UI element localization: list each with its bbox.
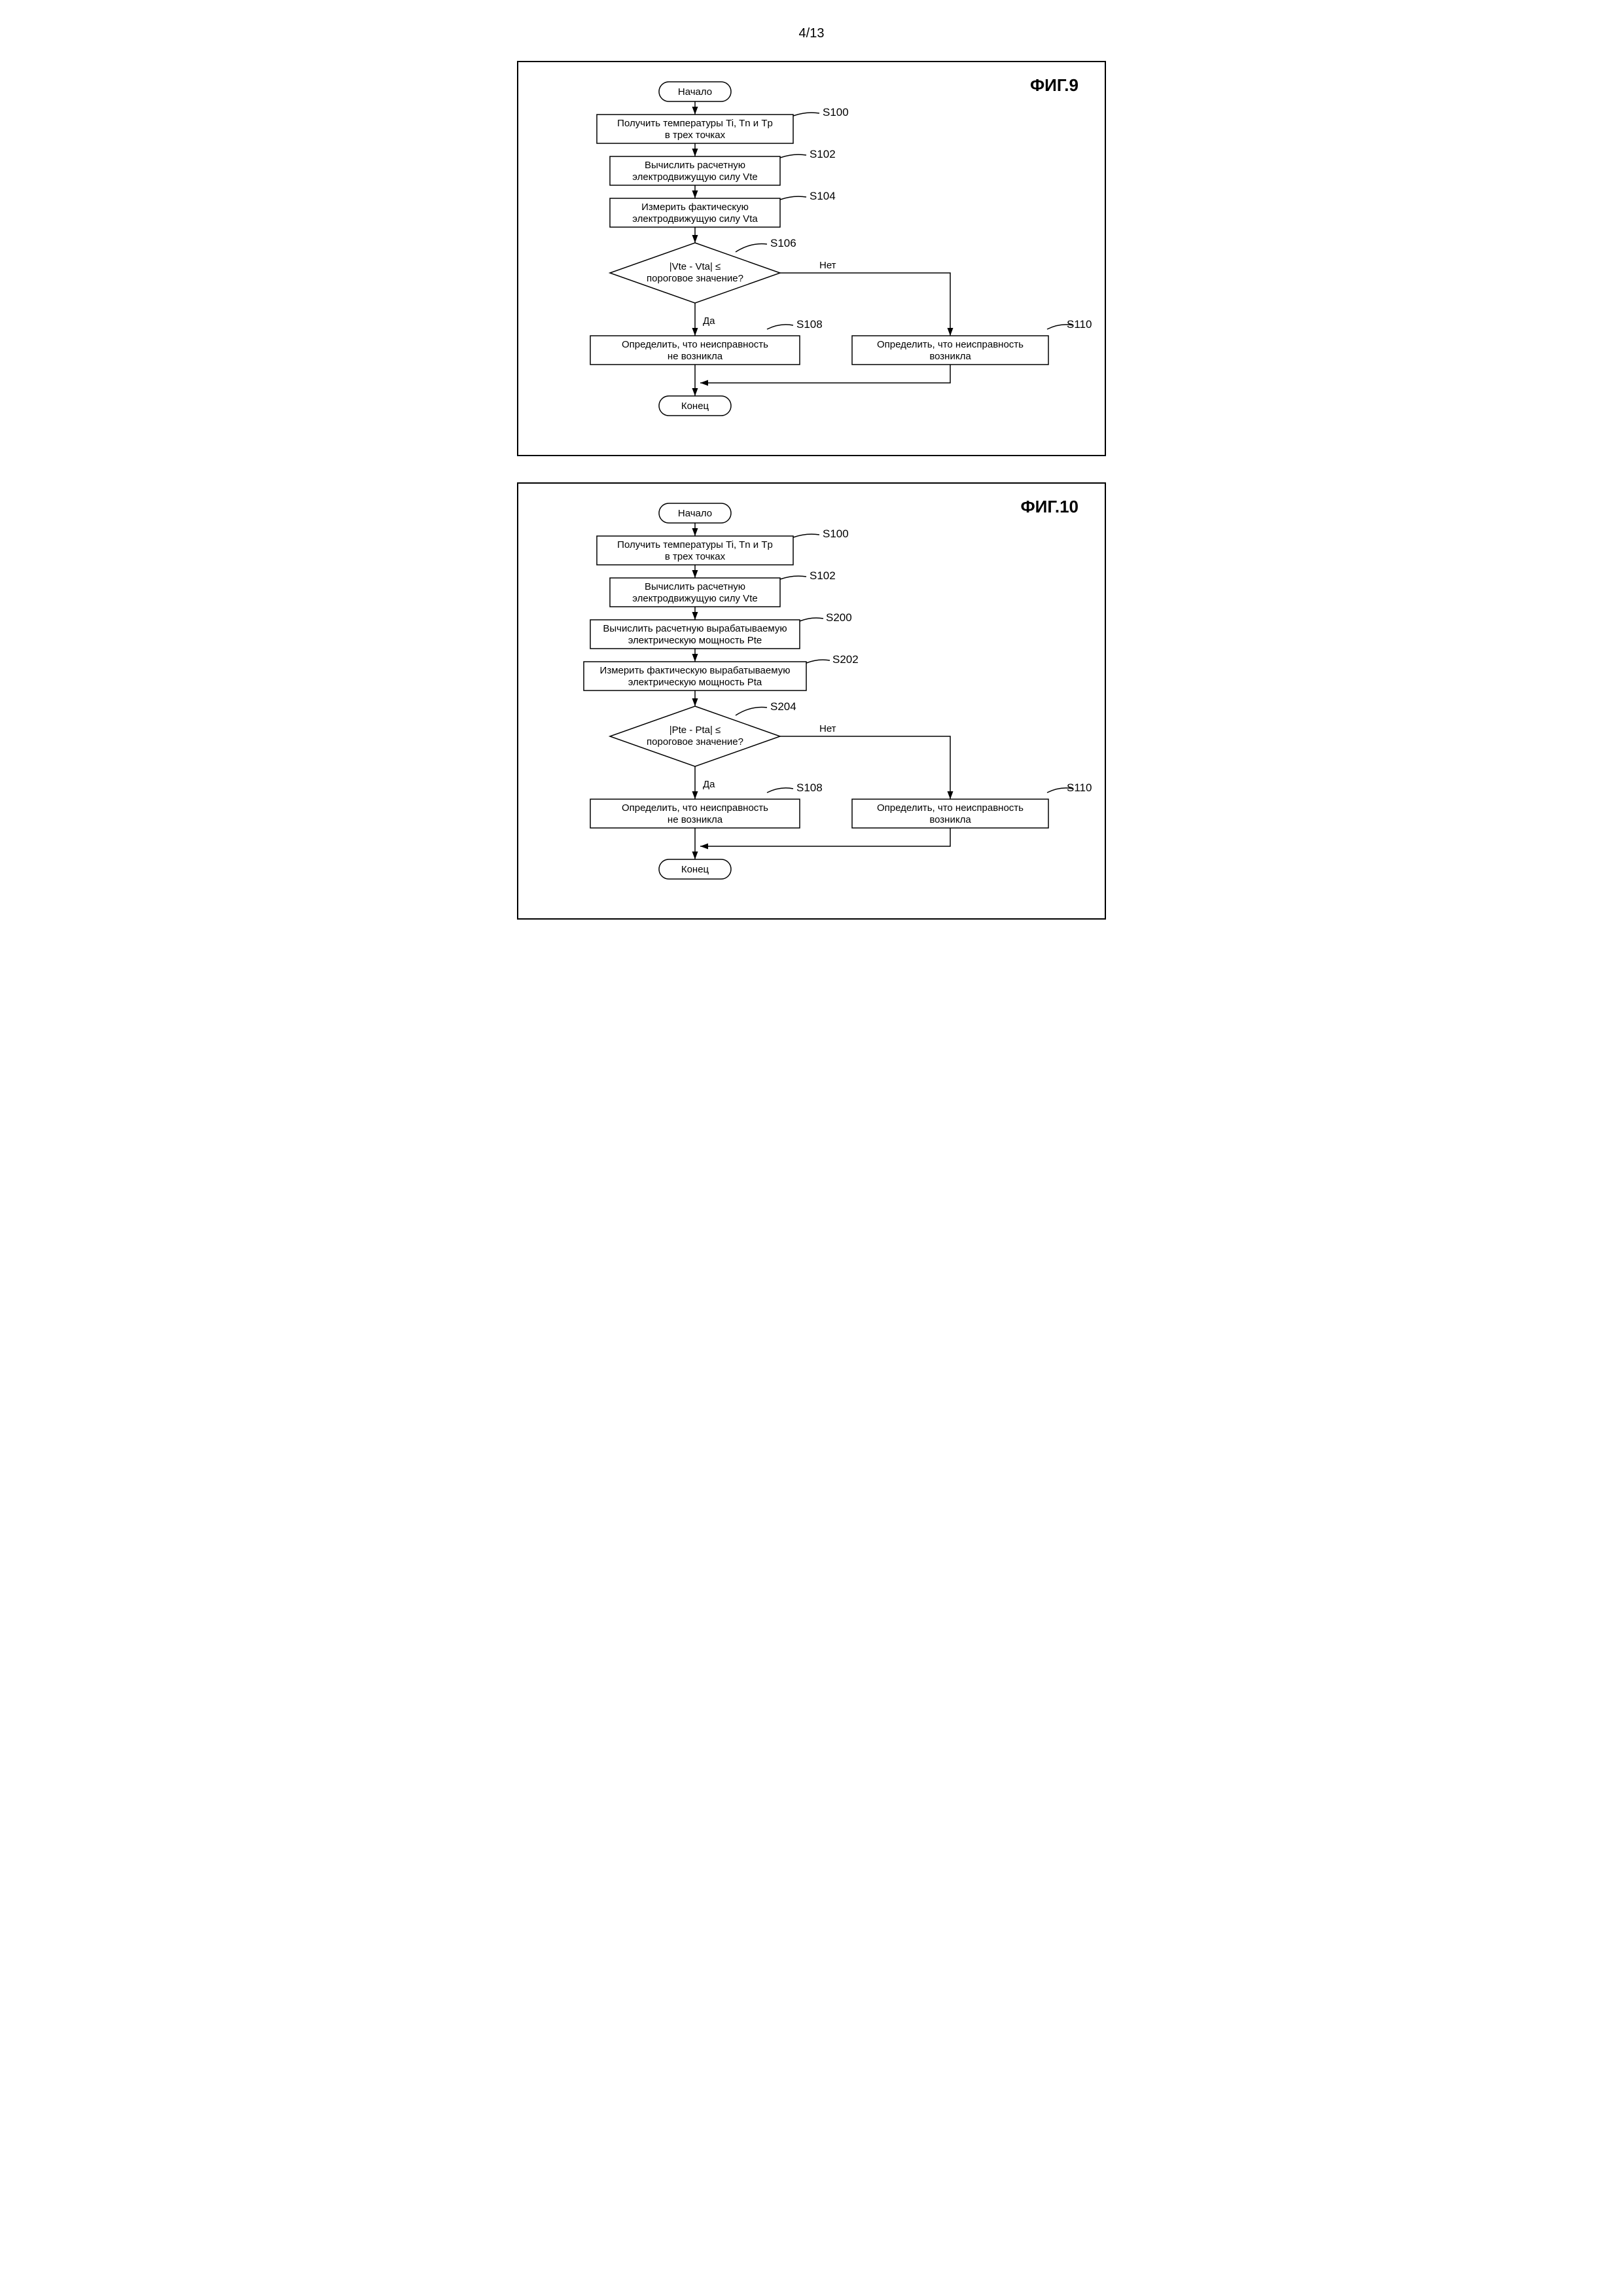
s110-id: S110 xyxy=(1067,781,1092,794)
s100-text2: в трех точках xyxy=(665,551,726,562)
s202-text1: Измерить фактическую вырабатываемую xyxy=(600,665,791,676)
s100-text2: в трех точках xyxy=(665,130,726,141)
no-label: Нет xyxy=(819,723,836,734)
s108-text1: Определить, что неисправность xyxy=(622,802,768,814)
s100-id: S100 xyxy=(823,106,849,118)
s204-text1: |Pte - Pta| ≤ xyxy=(669,725,721,736)
page: 4/13 ФИГ.9 Начало Получить температуры T… xyxy=(517,26,1106,920)
s104-text1: Измерить фактическую xyxy=(641,202,749,213)
s108-text1: Определить, что неисправность xyxy=(622,339,768,350)
s200-text2: электрическую мощность Pte xyxy=(628,635,762,646)
figure-9: ФИГ.9 Начало Получить температуры Ti, Tn… xyxy=(517,61,1106,456)
s104-text2: электродвижущую силу Vta xyxy=(632,213,758,224)
s202-id: S202 xyxy=(832,653,859,666)
s102-text1: Вычислить расчетную xyxy=(645,581,745,592)
s106-text2: пороговое значение? xyxy=(647,273,743,284)
end-label: Конец xyxy=(681,864,709,875)
s200-text1: Вычислить расчетную вырабатываемую xyxy=(603,623,787,634)
s100-text1: Получить температуры Ti, Tn и Tp xyxy=(617,118,773,129)
s204-id: S204 xyxy=(770,700,796,713)
yes-label: Да xyxy=(703,779,715,790)
s108-text2: не возникла xyxy=(668,351,723,362)
end-label: Конец xyxy=(681,401,709,412)
s104-id: S104 xyxy=(810,190,836,202)
flowchart-fig9: Начало Получить температуры Ti, Tn и Tp … xyxy=(531,75,1094,442)
s102-id: S102 xyxy=(810,148,836,160)
figure-10: ФИГ.10 Начало Получить температуры Ti, T… xyxy=(517,482,1106,920)
start-label: Начало xyxy=(678,86,712,98)
figure-10-title: ФИГ.10 xyxy=(1020,497,1079,517)
s200-id: S200 xyxy=(826,611,852,624)
start-label: Начало xyxy=(678,508,712,519)
s108-text2: не возникла xyxy=(668,814,723,825)
s110-text1: Определить, что неисправность xyxy=(877,802,1024,814)
s102-text1: Вычислить расчетную xyxy=(645,160,745,171)
s110-text1: Определить, что неисправность xyxy=(877,339,1024,350)
page-number: 4/13 xyxy=(517,26,1106,41)
s100-text1: Получить температуры Ti, Tn и Tp xyxy=(617,539,773,550)
s110-id: S110 xyxy=(1067,318,1092,331)
s202-text2: электрическую мощность Pta xyxy=(628,677,762,688)
no-label: Нет xyxy=(819,260,836,271)
s100-id: S100 xyxy=(823,528,849,540)
s102-text2: электродвижущую силу Vte xyxy=(632,593,757,604)
s106-text1: |Vte - Vta| ≤ xyxy=(669,261,721,272)
s108-id: S108 xyxy=(796,318,823,331)
s102-id: S102 xyxy=(810,569,836,582)
s106-id: S106 xyxy=(770,237,796,249)
flowchart-fig10: Начало Получить температуры Ti, Tn и Tp … xyxy=(531,497,1094,905)
yes-label: Да xyxy=(703,315,715,327)
s102-text2: электродвижущую силу Vte xyxy=(632,171,757,183)
figure-9-title: ФИГ.9 xyxy=(1030,75,1079,96)
s110-text2: возникла xyxy=(929,814,971,825)
s110-text2: возникла xyxy=(929,351,971,362)
s204-text2: пороговое значение? xyxy=(647,736,743,747)
s108-id: S108 xyxy=(796,781,823,794)
